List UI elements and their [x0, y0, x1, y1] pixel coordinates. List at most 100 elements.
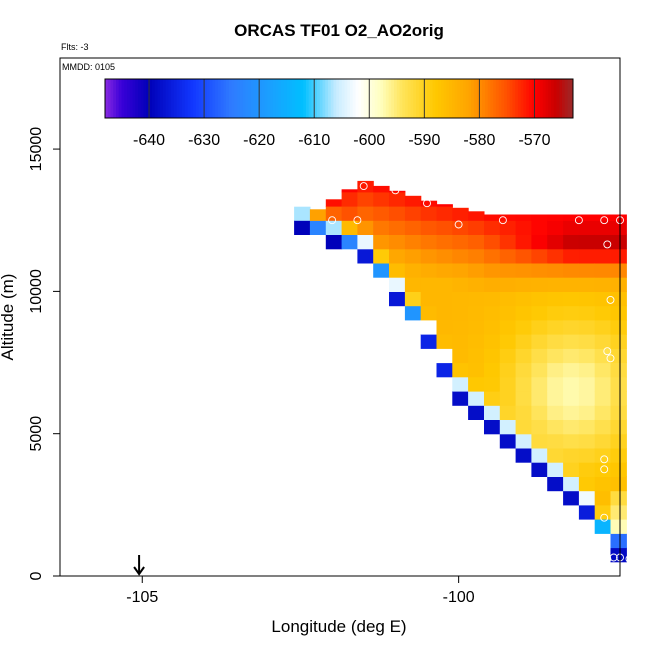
colorbar-segment: [187, 79, 191, 118]
heatmap-cell: [325, 199, 343, 207]
colorbar-segment: [548, 79, 552, 118]
heatmap-cell: [594, 277, 612, 292]
heatmap-cell: [594, 262, 612, 278]
heatmap-cell: [420, 206, 438, 221]
heatmap-cell: [452, 277, 469, 292]
heatmap-cell: [389, 248, 406, 264]
colorbar-segment: [231, 79, 235, 118]
heatmap-cell: [484, 405, 501, 420]
heatmap-cell: [404, 220, 422, 235]
heatmap-cell: [594, 319, 612, 335]
colorbar-segment: [556, 79, 560, 118]
chart-title: ORCAS TF01 O2_AO2orig: [234, 21, 444, 40]
colorbar-segment: [460, 79, 464, 118]
heatmap-cell: [594, 405, 612, 420]
flight-marker: [603, 347, 612, 356]
heatmap-cell: [484, 291, 501, 307]
heatmap-cell: [531, 214, 548, 221]
heatmap-cell: [610, 319, 627, 335]
heatmap-cell: [594, 433, 612, 449]
colorbar-segment: [438, 79, 442, 118]
heatmap-cell: [610, 348, 627, 364]
heatmap-cell: [515, 433, 532, 449]
colorbar-segment: [550, 79, 555, 118]
heatmap-cell: [484, 305, 501, 321]
heatmap-cell: [373, 185, 390, 193]
colorbar-segment: [564, 79, 568, 118]
heatmap-cell: [594, 291, 612, 307]
heatmap-cell: [531, 447, 548, 463]
heatmap-cell: [325, 234, 343, 250]
colorbar-segment: [520, 79, 524, 118]
colorbar-segment: [391, 79, 395, 118]
colorbar-segment: [394, 79, 398, 118]
heatmap-cell: [515, 262, 532, 278]
heatmap-cell: [484, 362, 501, 378]
heatmap-cell: [420, 334, 438, 349]
x-tick-label: -100: [443, 589, 475, 606]
colorbar-segment: [107, 79, 111, 118]
y-tick-label: 5000: [28, 416, 45, 452]
heatmap-cell: [610, 334, 627, 349]
heatmap-cell: [436, 348, 453, 364]
colorbar-tick-label: -580: [463, 132, 495, 149]
flight-marker: [391, 186, 400, 195]
heatmap-cell: [594, 234, 612, 250]
colorbar-segment: [336, 79, 340, 118]
heatmap-cell: [515, 405, 532, 420]
heatmap-cell: [547, 319, 564, 335]
colorbar-frame: [104, 78, 574, 119]
colorbar-segment: [350, 79, 354, 118]
heatmap-cell: [547, 291, 564, 307]
colorbar-segment: [347, 79, 351, 118]
colorbar-tick-labels: -640 -630 -620 -610 -600 -590 -580 -570: [133, 132, 551, 149]
heatmap-cell: [578, 262, 596, 278]
colorbar-segment: [561, 79, 566, 118]
heatmap-cell: [357, 220, 374, 235]
heatmap-cell: [452, 334, 469, 349]
heatmap-cell: [563, 433, 580, 449]
heatmap-cell: [563, 277, 580, 292]
colorbar-segment: [286, 79, 290, 118]
heatmap-cell: [594, 419, 612, 435]
heatmap-cell: [499, 419, 517, 435]
heatmap-cell: [515, 334, 532, 349]
flight-marker: [600, 465, 609, 474]
heatmap-cell: [578, 462, 596, 477]
heatmap-cell: [420, 319, 438, 335]
colorbar-segment: [388, 79, 392, 118]
colorbar-segment: [542, 79, 546, 118]
heatmap-cell: [515, 291, 532, 307]
heatmap-cell: [499, 214, 517, 221]
heatmap-cell: [373, 206, 390, 221]
colorbar-segment: [149, 79, 153, 118]
heatmap-cell: [563, 220, 580, 235]
heatmap-cell: [547, 248, 564, 264]
heatmap-cell: [610, 305, 627, 321]
heatmap-cell: [436, 248, 453, 264]
colorbar-segment: [314, 79, 318, 118]
heatmap-cell: [563, 405, 580, 420]
colorbar-segment: [182, 79, 186, 118]
colorbar-segment: [226, 79, 230, 118]
heatmap-cell: [610, 262, 627, 278]
colorbar-segment: [195, 79, 200, 118]
heatmap-cell: [547, 462, 564, 477]
heatmap-cell: [436, 362, 453, 378]
colorbar-segment: [449, 79, 453, 118]
colorbar-segment: [484, 79, 489, 118]
heatmap-cell: [373, 191, 390, 207]
heatmap-cell: [594, 447, 612, 463]
heatmap-cell: [531, 262, 548, 278]
colorbar-segment: [325, 79, 329, 118]
heatmap-cell: [404, 248, 422, 264]
heatmap-cell: [547, 262, 564, 278]
colorbar-segment: [127, 79, 131, 118]
heatmap-cell: [357, 248, 374, 264]
heatmap-cell: [578, 476, 596, 492]
heatmap-cell: [499, 262, 517, 278]
heatmap-cell: [610, 376, 627, 392]
heatmap-cell: [373, 234, 390, 250]
colorbar-segment: [316, 79, 321, 118]
colorbar-segment: [407, 79, 412, 118]
